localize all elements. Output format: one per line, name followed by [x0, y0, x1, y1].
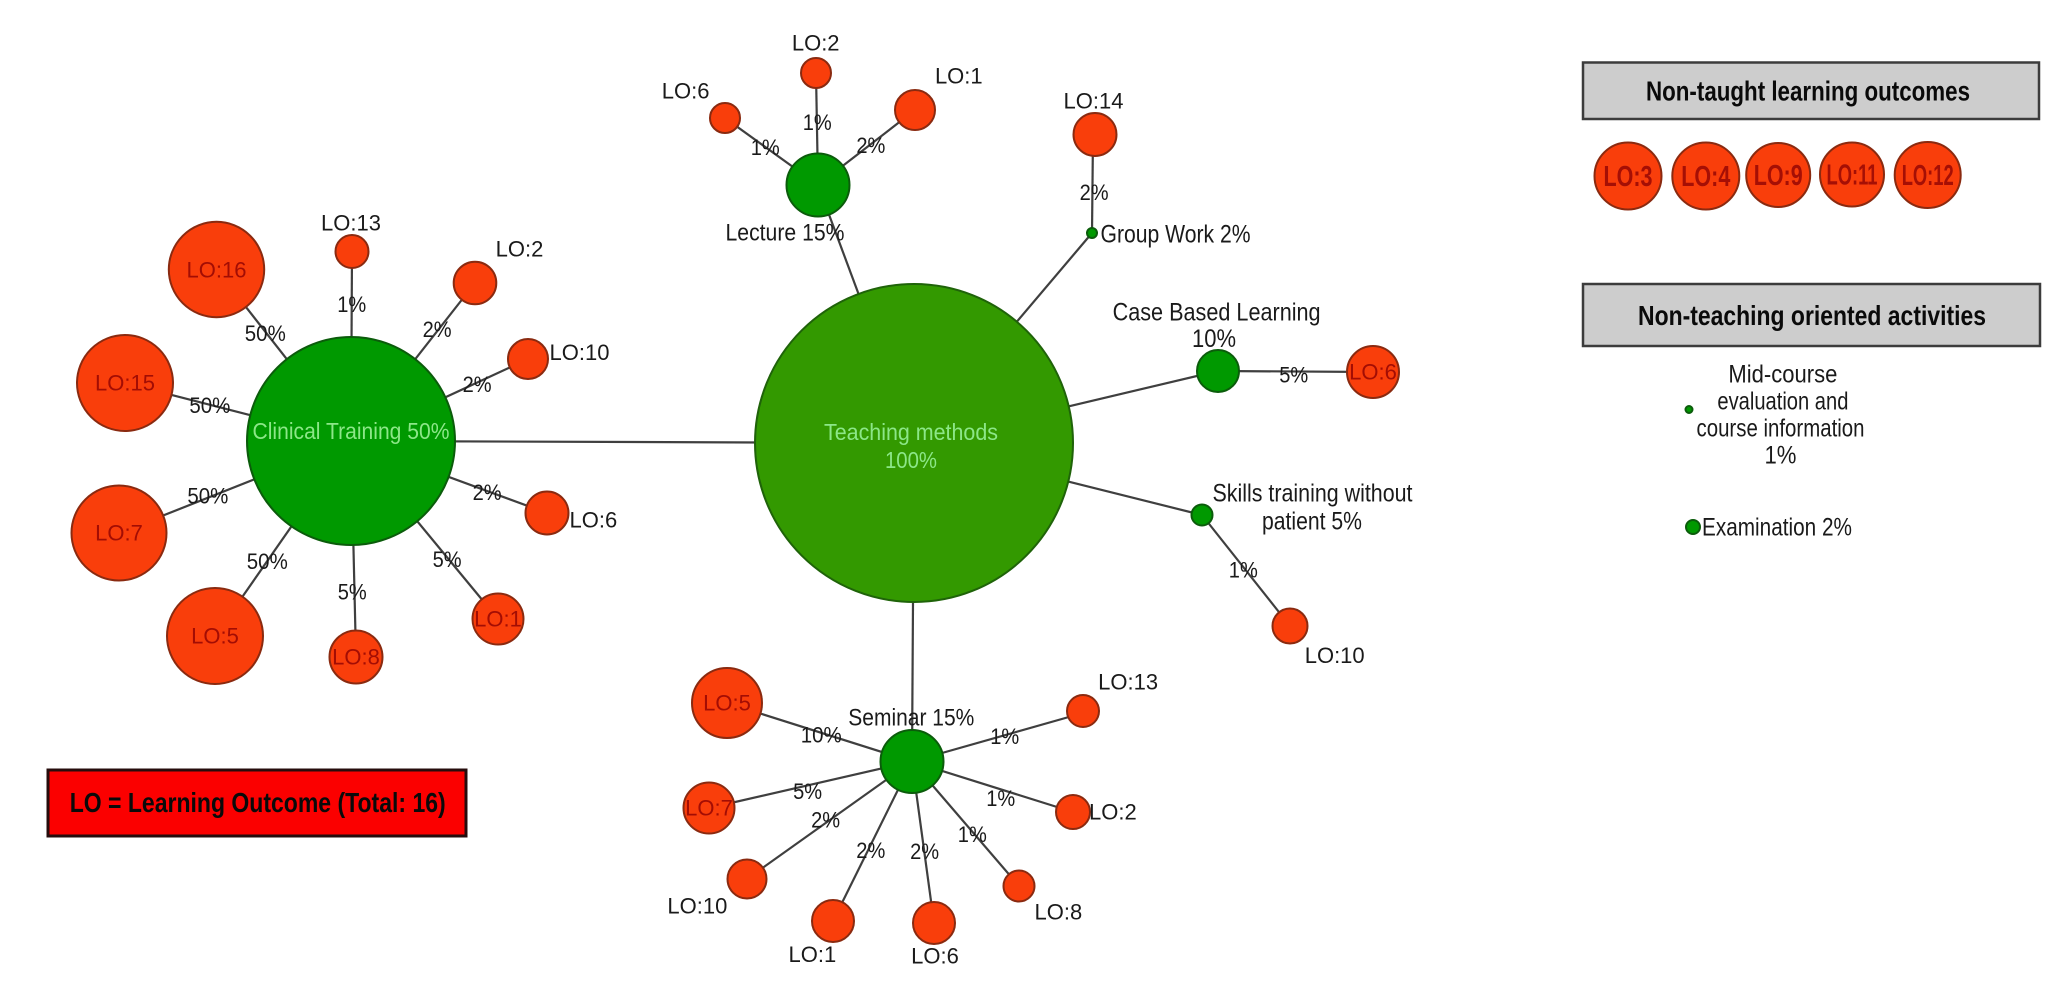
svg-text:LO:5: LO:5 [703, 691, 751, 716]
svg-text:2%: 2% [856, 838, 885, 863]
svg-text:Case Based Learning: Case Based Learning [1113, 298, 1321, 326]
svg-text:LO:16: LO:16 [187, 258, 247, 283]
svg-text:50%: 50% [187, 483, 228, 508]
svg-text:1%: 1% [986, 786, 1015, 811]
svg-text:100%: 100% [885, 447, 937, 473]
svg-text:5%: 5% [433, 547, 462, 572]
svg-text:2%: 2% [473, 480, 502, 505]
svg-text:2%: 2% [856, 133, 885, 158]
svg-text:1%: 1% [990, 724, 1019, 749]
svg-text:LO:4: LO:4 [1681, 161, 1730, 193]
svg-text:1%: 1% [1229, 557, 1258, 582]
svg-text:50%: 50% [189, 393, 230, 418]
svg-text:LO:2: LO:2 [1089, 799, 1137, 824]
svg-text:1%: 1% [803, 110, 832, 135]
svg-text:LO:7: LO:7 [95, 521, 143, 546]
svg-text:LO:10: LO:10 [550, 340, 610, 365]
svg-text:patient 5%: patient 5% [1262, 508, 1362, 536]
svg-text:Seminar 15%: Seminar 15% [848, 705, 974, 732]
svg-text:LO:13: LO:13 [321, 211, 381, 236]
svg-text:evaluation and: evaluation and [1717, 388, 1848, 416]
svg-text:Skills training without: Skills training without [1213, 480, 1413, 508]
svg-text:Non-taught learning outcomes: Non-taught learning outcomes [1646, 76, 1970, 107]
svg-text:2%: 2% [463, 372, 492, 397]
svg-text:1%: 1% [958, 822, 987, 847]
svg-text:LO:6: LO:6 [662, 78, 710, 103]
svg-text:LO:10: LO:10 [667, 893, 727, 918]
svg-text:10%: 10% [1192, 325, 1236, 353]
svg-text:LO:8: LO:8 [1035, 900, 1083, 925]
svg-text:50%: 50% [245, 321, 286, 346]
svg-text:1%: 1% [1765, 441, 1797, 469]
svg-text:LO:2: LO:2 [496, 237, 544, 262]
svg-text:5%: 5% [793, 779, 822, 804]
svg-text:2%: 2% [910, 839, 939, 864]
svg-text:Non-teaching oriented activiti: Non-teaching oriented activities [1638, 300, 1986, 331]
svg-text:LO:10: LO:10 [1305, 643, 1365, 668]
svg-text:1%: 1% [751, 135, 780, 160]
svg-text:50%: 50% [247, 549, 288, 574]
svg-text:LO:6: LO:6 [570, 507, 618, 532]
svg-text:Examination 2%: Examination 2% [1702, 514, 1852, 542]
svg-text:2%: 2% [1080, 180, 1109, 205]
svg-text:LO:15: LO:15 [95, 371, 155, 396]
svg-text:LO:7: LO:7 [685, 796, 733, 821]
svg-text:LO:14: LO:14 [1064, 89, 1124, 114]
svg-text:LO:9: LO:9 [1754, 160, 1803, 192]
svg-text:Clinical Training 50%: Clinical Training 50% [253, 418, 450, 444]
svg-text:LO:1: LO:1 [474, 607, 522, 632]
svg-text:LO:13: LO:13 [1098, 669, 1158, 694]
svg-text:LO:1: LO:1 [935, 63, 983, 88]
svg-text:LO:8: LO:8 [332, 645, 380, 670]
svg-text:Teaching methods: Teaching methods [824, 419, 998, 445]
svg-text:LO:5: LO:5 [191, 624, 239, 649]
svg-text:2%: 2% [811, 808, 840, 833]
svg-text:LO:2: LO:2 [792, 30, 840, 55]
svg-text:LO:6: LO:6 [911, 944, 959, 969]
svg-text:LO:11: LO:11 [1827, 160, 1878, 192]
svg-text:course information: course information [1697, 414, 1865, 442]
svg-text:LO:6: LO:6 [1349, 360, 1397, 385]
svg-text:LO = Learning Outcome (Total:: LO = Learning Outcome (Total: 16) [70, 787, 446, 818]
svg-text:LO:12: LO:12 [1902, 160, 1954, 192]
svg-text:5%: 5% [1279, 363, 1308, 388]
svg-text:LO:3: LO:3 [1604, 161, 1653, 193]
svg-text:Lecture 15%: Lecture 15% [726, 220, 845, 247]
svg-text:10%: 10% [801, 723, 842, 748]
svg-text:2%: 2% [423, 317, 452, 342]
svg-text:Group Work 2%: Group Work 2% [1101, 221, 1251, 249]
svg-text:Mid-course: Mid-course [1728, 361, 1837, 389]
svg-text:5%: 5% [338, 579, 367, 604]
svg-text:LO:1: LO:1 [789, 942, 837, 967]
svg-text:1%: 1% [337, 292, 366, 317]
